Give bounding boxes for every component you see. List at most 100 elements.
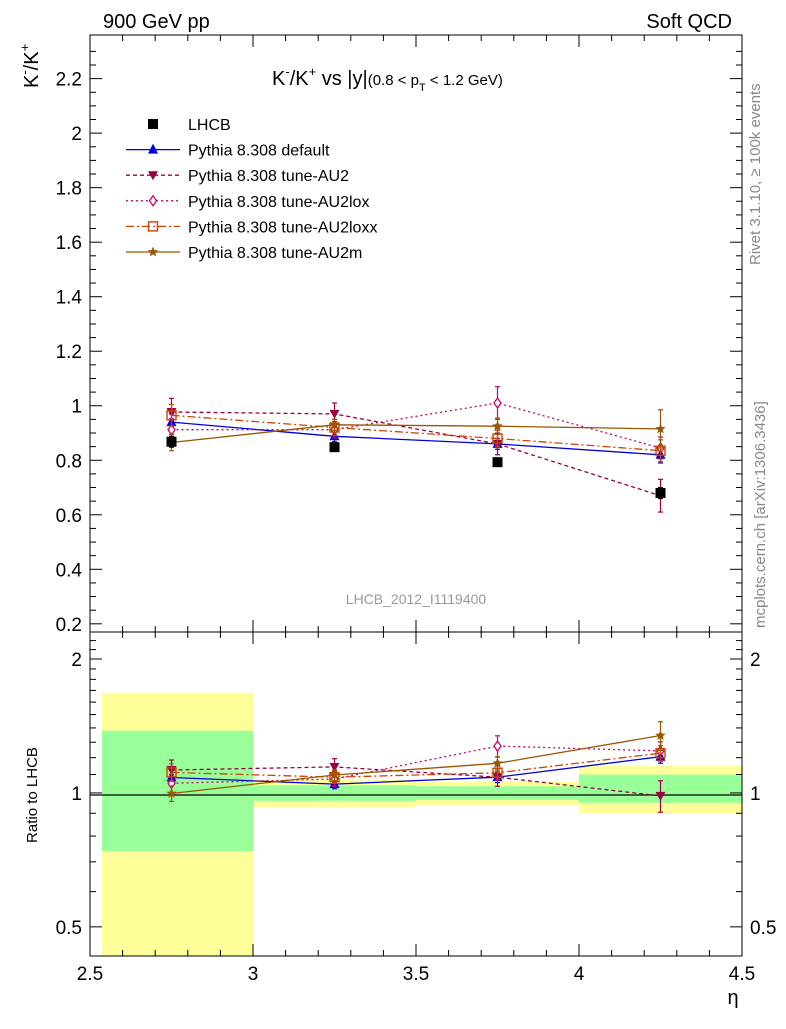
main-ytick-label: 0.2 — [56, 615, 82, 636]
ratio-bands — [102, 692, 742, 956]
legend-label-5: Pythia 8.308 tune-AU2m — [188, 245, 362, 262]
ratio-point-1-1 — [329, 762, 340, 772]
main-series-1 — [166, 413, 666, 464]
main-line-3 — [171, 402, 661, 449]
ratio-point-4-3 — [655, 730, 666, 740]
title-sub: T — [419, 82, 426, 94]
xtick-labels: 2.5 3 3.5 4 4.5 — [77, 964, 755, 985]
main-point-4-0 — [166, 410, 177, 421]
legend-label-3: Pythia 8.308 tune-AU2lox — [188, 194, 369, 211]
ylabel-sup1: - — [17, 70, 32, 74]
main-ylabel: K-/K+ — [17, 44, 43, 88]
analysis-ref: LHCB_2012_I1119400 — [346, 591, 487, 607]
ratio-point-2-2 — [493, 740, 502, 753]
mcplots-label: mcplots.cern.ch [arXiv:1306.3436] — [752, 401, 769, 628]
main-ytick-label: 0.8 — [56, 451, 82, 472]
legend-marker-0 — [148, 119, 158, 129]
main-line-5 — [171, 424, 661, 444]
legend-label-4: Pythia 8.308 tune-AU2loxx — [188, 219, 377, 236]
main-point-0-3 — [655, 487, 666, 498]
ratio-series — [166, 721, 666, 813]
main-ytick-label: 0.4 — [56, 560, 83, 581]
main-series — [166, 386, 666, 513]
xtick-label: 2.5 — [77, 964, 103, 985]
title-vs: vs |y| — [316, 68, 368, 90]
ratio-series-4 — [166, 721, 666, 803]
ratio-ylabel: Ratio to LHCB — [24, 747, 41, 843]
ratio-ytick-label-right: 0.5 — [750, 918, 776, 939]
main-point-0-0 — [166, 436, 177, 447]
ratio-point-4-2 — [492, 757, 503, 768]
ratio-ytick-labels: 0.5 0.5 1 1 2 2 — [56, 650, 777, 939]
main-line-4 — [171, 414, 661, 452]
legend-marker-5 — [147, 246, 159, 257]
legend-label-0: LHCB — [188, 117, 231, 134]
title-range-a: (0.8 < p — [368, 72, 419, 89]
ratio-point-1-3 — [655, 791, 666, 801]
ratio-ytick-label-left: 2 — [71, 650, 82, 671]
main-ytick-label: 0.6 — [56, 506, 82, 527]
ylabel-k: K — [21, 74, 43, 88]
main-ytick-label: 1.2 — [56, 342, 82, 363]
main-series-0 — [166, 435, 666, 500]
ratio-band-inner-1 — [253, 785, 416, 801]
ratio-line-1 — [171, 766, 661, 797]
legend-label-1: Pythia 8.308 default — [188, 143, 330, 160]
main-point-5-2 — [492, 420, 503, 431]
xtick-label: 3.5 — [403, 964, 429, 985]
ratio-point-4-0 — [166, 788, 177, 798]
main-ytick-label: 2 — [71, 124, 82, 145]
title-sup2: + — [309, 64, 317, 79]
ratio-point-3-0 — [166, 767, 177, 778]
legend-marker-1 — [148, 143, 158, 154]
main-panel: 0.20.40.60.811.21.41.61.822.2 K-/K+ vs |… — [17, 34, 743, 636]
main-title: K-/K+ vs |y|(0.8 < pT < 1.2 GeV) — [272, 64, 503, 94]
main-ytick-labels: 0.2 0.4 0.6 0.8 1 1.2 1.4 1.6 1.8 2 2.2 — [56, 70, 83, 636]
header-left: 900 GeV pp — [103, 11, 210, 33]
title-slash: /K — [290, 68, 310, 90]
main-ytick-label: 1.8 — [56, 179, 82, 200]
xtick-label: 3 — [248, 964, 259, 985]
ratio-ytick-label-left: 0.5 — [56, 918, 82, 939]
ratio-band-inner-0 — [102, 730, 253, 852]
main-point-0-1 — [329, 442, 340, 453]
main-line-1 — [171, 421, 661, 456]
title-sup1: - — [285, 64, 289, 79]
xtick-label: 4 — [574, 964, 585, 985]
main-series-3 — [167, 386, 665, 460]
ratio-line-3 — [171, 752, 661, 778]
main-ticks — [89, 35, 743, 632]
ratio-ytick-label-right: 1 — [750, 784, 761, 805]
main-ytick-label: 1.6 — [56, 233, 82, 254]
ratio-line-4 — [171, 734, 661, 795]
ratio-line-2 — [171, 745, 661, 784]
main-point-0-2 — [492, 457, 503, 468]
legend-marker-3 — [148, 194, 158, 207]
title-k: K — [272, 68, 286, 90]
ratio-point-4-1 — [329, 769, 340, 780]
ratio-ytick-label-right: 2 — [750, 650, 761, 671]
ratio-band-inner-2 — [416, 786, 579, 800]
main-point-2-1 — [329, 409, 340, 419]
ylabel-slash: /K — [21, 51, 43, 71]
x-axis-label: η — [727, 987, 738, 1009]
main-ytick-label: 2.2 — [56, 70, 82, 91]
rivet-label: Rivet 3.1.10, ≥ 100k events — [747, 83, 764, 265]
ylabel-sup2: + — [17, 44, 32, 52]
legend-label-2: Pythia 8.308 tune-AU2 — [188, 168, 349, 185]
header-right: Soft QCD — [646, 11, 732, 33]
main-series-5 — [166, 409, 666, 452]
xtick-label: 4.5 — [729, 964, 755, 985]
legend-marker-4 — [147, 221, 159, 232]
ratio-panel: 0.5 0.5 1 1 2 2 Ratio to LHCB 2.5 3 3.5 4 4.5 η — [24, 631, 777, 1009]
main-point-5-1 — [329, 419, 340, 430]
main-ytick-label: 1.4 — [56, 288, 83, 309]
legend: LHCB Pythia 8.308 default Pythia 8.308 tun… — [126, 117, 377, 262]
legend-marker-2 — [148, 171, 158, 181]
title-range-b: < 1.2 GeV) — [426, 72, 503, 89]
main-line-2 — [171, 411, 661, 497]
ratio-ticks — [89, 632, 743, 956]
main-point-3-2 — [493, 396, 502, 410]
